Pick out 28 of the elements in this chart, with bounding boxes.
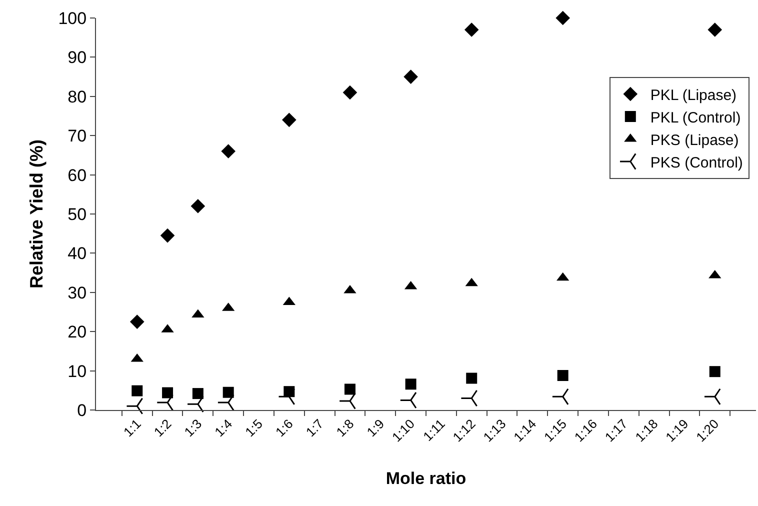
y-tick-label: 100 [58, 8, 87, 28]
y-tick-label: 10 [68, 362, 87, 381]
x-tick-label: 1:1 [120, 416, 144, 440]
x-tick-label: 1:8 [333, 416, 357, 440]
legend-label: PKS (Control) [650, 154, 743, 172]
x-tick-label: 1:6 [272, 416, 296, 440]
y-tick-label: 60 [68, 166, 87, 185]
y-tick-label: 90 [68, 48, 87, 68]
x-tick-label: 1:9 [364, 416, 388, 440]
x-tick-label: 1:5 [242, 416, 266, 440]
x-tick-label: 1:4 [212, 416, 236, 440]
x-axis-title: Mole ratio [386, 469, 466, 488]
x-tick-label: 1:3 [181, 416, 205, 440]
y-tick-label: 20 [68, 322, 87, 342]
legend-label: PKL (Control) [650, 109, 741, 126]
x-tick-label: 1:19 [662, 416, 692, 445]
x-tick-label: 1:2 [150, 416, 174, 440]
y-tick-label: 30 [68, 283, 87, 302]
y-tick-label: 50 [68, 204, 87, 224]
y-tick-label: 80 [68, 87, 87, 106]
legend-label: PKL (Lipase) [650, 86, 737, 104]
y-tick-label: 70 [68, 126, 87, 146]
y-tick-label: 0 [77, 400, 87, 420]
x-tick-label: 1:11 [420, 416, 448, 444]
y-tick-label: 40 [68, 244, 87, 264]
y-axis-title: Relative Yield (%) [26, 139, 46, 289]
legend-label: PKS (Lipase) [650, 132, 739, 149]
x-tick-label: 1:7 [302, 416, 326, 440]
